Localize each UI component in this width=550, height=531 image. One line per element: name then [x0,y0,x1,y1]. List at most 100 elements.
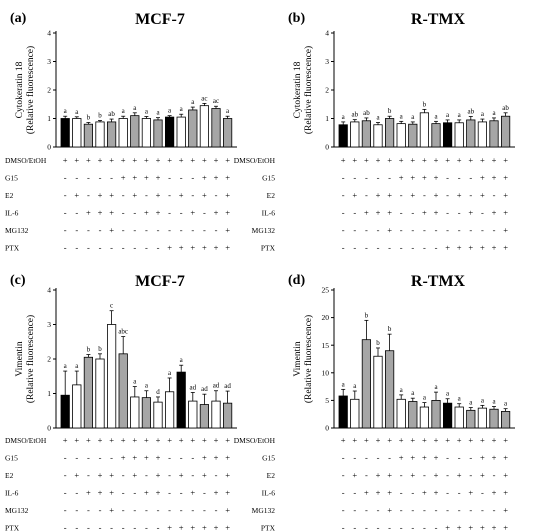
treatment-sign: + [399,453,404,463]
treatment-sign: - [203,208,206,218]
bar [107,324,117,429]
treatment-sign: + [399,155,404,165]
treatment-sign: + [190,488,195,498]
treatment-sign: + [109,155,114,165]
treatment-sign: + [214,173,219,183]
treatment-sign: - [446,505,449,515]
treatment-sign: - [99,225,102,235]
bar [500,411,511,429]
treatment-sign: - [64,505,67,515]
treatment-sign: + [225,488,230,498]
treatment-row-label: MG132 [5,226,29,235]
treatment-sign: + [422,155,427,165]
significance-label: b [388,325,392,333]
treatment-sign: + [445,243,450,253]
treatment-sign: - [446,488,449,498]
treatment-sign: + [167,243,172,253]
treatment-row-label: PTX [261,524,276,531]
treatment-sign: + [179,435,184,445]
treatment-sign: + [410,435,415,445]
y-tick-label: 3 [47,57,51,66]
treatment-sign: + [457,470,462,480]
treatment-sign: - [75,488,78,498]
treatment-sign: - [168,173,171,183]
significance-label: c [110,302,113,310]
treatment-sign: + [225,470,230,480]
significance-label: b [365,311,369,319]
treatment-row-label: MG132 [252,506,276,515]
treatment-sign: - [145,190,148,200]
treatment-sign: + [387,470,392,480]
treatment-sign: + [109,488,114,498]
significance-label: a [122,107,126,115]
treatment-sign: + [364,435,369,445]
y-tick-label: 5 [325,396,329,405]
significance-label: a [411,113,415,121]
treatment-sign: + [98,470,103,480]
treatment-sign: + [399,435,404,445]
bar [373,124,383,148]
treatment-sign: + [468,208,473,218]
treatment-sign: + [376,155,381,165]
treatment-sign: - [191,453,194,463]
treatment-sign: + [179,523,184,531]
treatment-sign: - [145,523,148,531]
treatment-sign: + [214,453,219,463]
significance-label: ab [502,104,509,112]
treatment-sign: + [202,453,207,463]
significance-label: a [64,362,68,370]
treatment-sign: + [225,523,230,531]
treatment-sign: - [342,470,345,480]
panel-c-vimentin-mcf7: (c) MCF-7 Vimentin (Relative fluorescence) 0… [5,273,237,531]
treatment-sign: + [156,470,161,480]
bar [384,350,395,429]
treatment-sign: + [121,173,126,183]
significance-label: b [87,346,91,354]
y-axis-label-unit: (Relative fluorescence) [25,315,36,403]
treatment-sign: - [110,243,113,253]
treatment-sign: - [400,190,403,200]
treatment-sign: - [458,208,461,218]
treatment-sign: + [156,208,161,218]
treatment-sign: + [434,190,439,200]
treatment-sign: - [99,453,102,463]
treatment-sign: - [191,505,194,515]
treatment-sign: - [435,243,438,253]
significance-label: a [446,390,450,398]
treatment-sign: - [110,523,113,531]
bar [176,371,186,429]
bar [466,119,476,148]
treatment-sign: - [133,523,136,531]
treatment-sign: + [480,435,485,445]
treatment-row-label: E2 [5,471,14,480]
significance-label: d [156,388,160,396]
y-axis-label: Vimentin [293,341,303,377]
bar [384,118,395,148]
treatment-sign: - [458,453,461,463]
treatment-sign: - [122,470,125,480]
significance-label: a [411,389,415,397]
bar [408,401,418,429]
treatment-sign: + [144,435,149,445]
y-axis-label: Cytokeratin 18 [15,61,25,118]
significance-label: ab [363,109,370,117]
treatment-sign: - [469,505,472,515]
bar [431,399,441,429]
treatment-sign: - [423,190,426,200]
treatment-sign: - [133,505,136,515]
treatment-sign: - [493,225,496,235]
y-tick-label: 2 [325,86,329,95]
y-tick-label: 3 [325,57,329,66]
treatment-sign: + [144,155,149,165]
treatment-sign: - [458,225,461,235]
bar [164,116,175,148]
treatment-sign: - [435,505,438,515]
bar [130,115,140,148]
treatment-sign: - [423,505,426,515]
treatment-sign: + [144,488,149,498]
treatment-sign: + [225,190,230,200]
treatment-sign: - [191,173,194,183]
treatment-sign: - [75,208,78,218]
treatment-sign: - [342,488,345,498]
treatment-sign: + [434,453,439,463]
